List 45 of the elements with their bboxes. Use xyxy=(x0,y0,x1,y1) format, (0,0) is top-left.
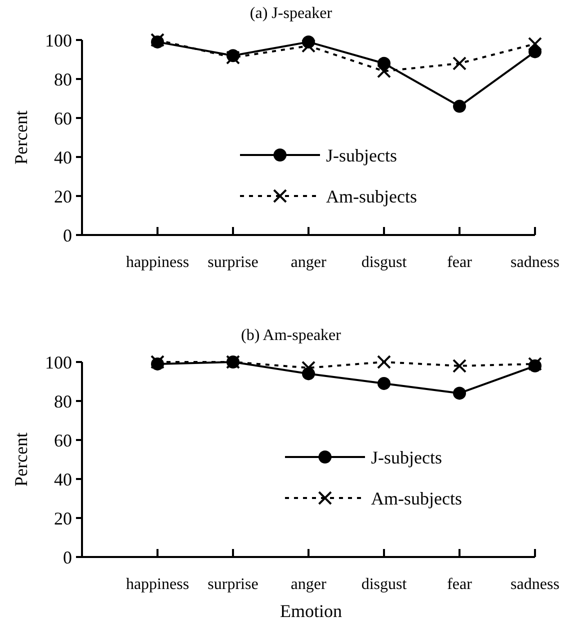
point xyxy=(302,38,316,53)
point xyxy=(378,376,390,390)
x-tick-label: sadness xyxy=(510,254,560,271)
point xyxy=(452,358,466,373)
x-tick-label: happiness xyxy=(126,254,190,271)
point xyxy=(377,64,391,78)
chart-title: (b) Am-speaker xyxy=(241,327,342,344)
chart-title: (a) J-speaker xyxy=(250,5,333,22)
y-tick-label: 100 xyxy=(45,30,72,50)
point xyxy=(226,50,240,65)
legend-label: J-subjects xyxy=(371,447,442,468)
legend-label: Am-subjects xyxy=(326,186,417,206)
point xyxy=(452,56,466,70)
legend-label: Am-subjects xyxy=(371,488,462,508)
x-tick-label: anger xyxy=(290,254,327,271)
x-tick-label: fear xyxy=(447,576,473,593)
y-tick-label: 0 xyxy=(63,225,72,246)
y-tick-label: 60 xyxy=(54,108,72,128)
point xyxy=(377,355,391,369)
point xyxy=(528,356,542,371)
y-axis-title: Percent xyxy=(11,110,31,164)
x-tick-label: surprise xyxy=(208,576,258,593)
y-axis-title: Percent xyxy=(11,432,31,486)
point xyxy=(528,36,542,51)
x-tick-label: happiness xyxy=(126,576,190,593)
y-tick-label: 20 xyxy=(54,508,72,528)
point xyxy=(302,360,316,375)
point xyxy=(453,100,466,113)
y-tick-label: 80 xyxy=(54,69,72,90)
x-tick-label: anger xyxy=(290,576,327,593)
x-tick-label: surprise xyxy=(208,254,258,271)
x-tick-label: disgust xyxy=(361,254,408,271)
y-tick-label: 80 xyxy=(54,391,72,412)
legend-label: J-subjects xyxy=(326,145,397,166)
y-tick-label: 60 xyxy=(54,430,72,450)
point xyxy=(453,386,466,400)
x-tick-label: sadness xyxy=(510,576,560,593)
y-tick-label: 40 xyxy=(54,147,72,168)
y-tick-label: 20 xyxy=(54,186,72,206)
y-tick-label: 40 xyxy=(54,469,72,490)
x-tick-label: fear xyxy=(447,254,473,271)
y-tick-label: 100 xyxy=(45,352,72,372)
x-axis-title: Emotion xyxy=(280,601,342,621)
y-tick-label: 0 xyxy=(63,547,72,568)
x-tick-label: disgust xyxy=(361,576,408,593)
